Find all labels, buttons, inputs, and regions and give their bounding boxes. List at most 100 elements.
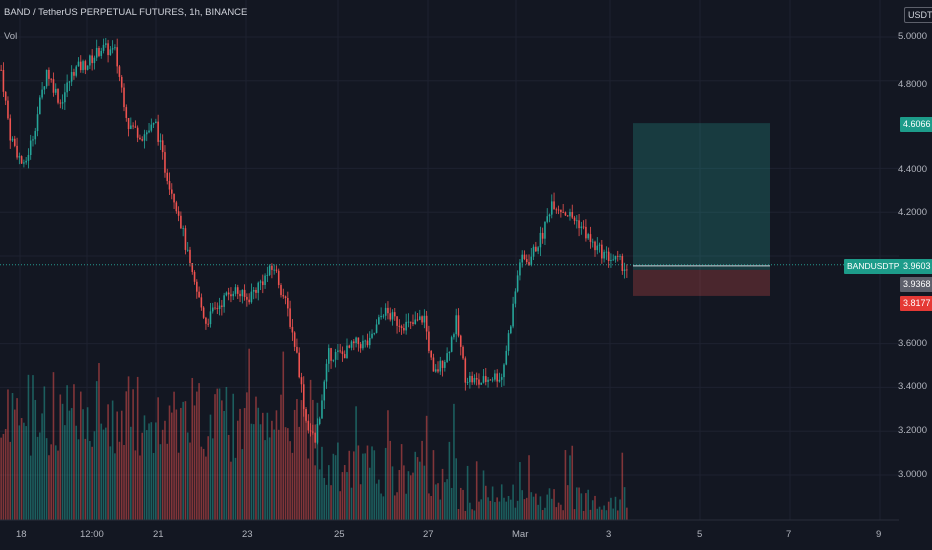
volume-bar [348, 450, 351, 520]
candle-body [225, 292, 228, 296]
time-tick: 27 [423, 529, 434, 540]
candle-body [446, 353, 448, 363]
volume-bar [371, 446, 373, 520]
volume-bar [516, 500, 519, 520]
volume-bar [598, 506, 601, 520]
candle-body [596, 245, 599, 251]
candle-body [371, 333, 373, 338]
volume-bar [59, 394, 62, 520]
volume-bar [0, 437, 2, 520]
candle-body [571, 211, 574, 218]
candle-body [332, 359, 335, 361]
volume-bar [537, 504, 539, 520]
candle-body [134, 126, 137, 128]
candle-body [582, 226, 585, 228]
volume-bar [298, 426, 301, 520]
candle-body [325, 363, 328, 382]
candle-body [95, 47, 98, 58]
volume-bar [123, 444, 125, 520]
volume-bar [489, 500, 492, 520]
volume-bar [2, 433, 5, 520]
candle-body [234, 287, 237, 294]
candle-body [61, 102, 64, 104]
volume-bar [464, 510, 467, 520]
volume-bar [384, 447, 387, 520]
currency-button[interactable]: USDT [904, 7, 932, 23]
volume-bar [318, 469, 321, 520]
volume-bar [432, 450, 435, 520]
price-tick: 3.2000 [897, 425, 927, 436]
candle-body [444, 362, 446, 368]
candle-body [2, 69, 5, 92]
volume-bar [619, 499, 621, 520]
volume-bar [184, 401, 187, 520]
volume-bar [587, 489, 589, 520]
candle-body [539, 232, 542, 248]
volume-indicator-label[interactable]: Vol [4, 31, 18, 42]
candle-body [43, 86, 46, 90]
candle-body [353, 341, 355, 344]
candle-body [614, 255, 617, 260]
candle-body [532, 246, 535, 257]
candle-body [471, 375, 473, 383]
candlesticks [0, 38, 628, 449]
candle-body [412, 322, 414, 325]
volume-bar [521, 490, 523, 520]
volume-bar [68, 410, 71, 520]
candle-body [521, 254, 523, 263]
candle-body [343, 354, 346, 359]
candle-body [296, 346, 298, 353]
volume-bar [120, 410, 123, 520]
candle-body [439, 360, 442, 372]
volume-bar [414, 451, 417, 520]
volume-bar [241, 449, 244, 520]
candle-body [75, 66, 78, 76]
volume-bar [168, 405, 171, 520]
candle-body [141, 139, 144, 141]
volume-bar [607, 501, 610, 520]
candle-body [396, 316, 398, 326]
candle-body [587, 234, 589, 239]
volume-bar [282, 351, 285, 520]
candle-body [535, 246, 537, 252]
volume-bar [161, 429, 164, 520]
volume-bar [459, 487, 462, 520]
volume-bar [216, 388, 219, 520]
candle-body [118, 66, 121, 77]
candle-body [366, 340, 369, 346]
volume-bar [396, 492, 398, 520]
volume-bar [466, 465, 469, 520]
candle-body [266, 275, 269, 276]
volume-bar [54, 445, 57, 520]
volume-bar [430, 496, 432, 520]
volume-bar [541, 510, 544, 520]
volume-bar [64, 425, 66, 520]
volume-bar [582, 510, 585, 520]
volume-bar [32, 375, 34, 520]
candle-body [327, 348, 330, 364]
candle-body [459, 335, 462, 347]
volume-bar [407, 471, 410, 520]
volume-bar [585, 493, 587, 520]
volume-bar [211, 438, 214, 520]
volume-bar [462, 489, 464, 520]
volume-bar [387, 410, 389, 520]
candle-body [59, 102, 62, 104]
price-tick: 3.4000 [897, 381, 927, 392]
candle-body [116, 47, 118, 67]
time-tick: 21 [153, 529, 164, 540]
candle-body [159, 140, 162, 142]
candle-body [186, 249, 189, 251]
volume-bar [209, 414, 212, 520]
candle-body [164, 152, 166, 173]
candle-body [528, 262, 530, 265]
candle-body [409, 321, 412, 323]
candle-body [302, 384, 305, 410]
candle-body [127, 117, 130, 129]
volume-bar [382, 496, 385, 520]
volume-bar [266, 412, 269, 520]
volume-bar [236, 420, 239, 520]
candle-body [341, 351, 344, 355]
candle-body [530, 256, 533, 265]
